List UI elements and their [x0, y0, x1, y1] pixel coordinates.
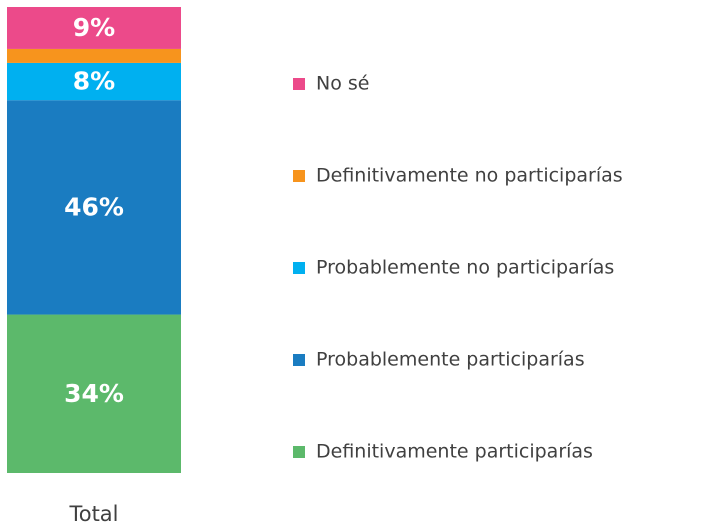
legend-label: Probablemente no participarías — [316, 257, 614, 279]
value-label: 9% — [73, 13, 115, 42]
value-label: 34% — [64, 379, 124, 408]
legend-swatch — [293, 78, 305, 90]
legend-label: Definitivamente participarías — [316, 441, 593, 463]
bar-segment — [7, 62, 181, 101]
legend-swatch — [293, 446, 305, 458]
legend-label: Definitivamente no participarías — [316, 165, 623, 187]
bar-segment — [7, 48, 181, 63]
legend-swatch — [293, 262, 305, 274]
legend-label: Probablemente participarías — [316, 349, 585, 371]
legend-swatch — [293, 354, 305, 366]
x-tick-label: Total — [68, 502, 118, 526]
legend-swatch — [293, 170, 305, 182]
bar-segment — [7, 100, 181, 315]
value-label: 46% — [64, 192, 124, 221]
bar-segment — [7, 314, 181, 473]
value-label: 8% — [73, 67, 115, 96]
legend-label: No sé — [316, 73, 369, 95]
bar-segment — [7, 7, 181, 49]
